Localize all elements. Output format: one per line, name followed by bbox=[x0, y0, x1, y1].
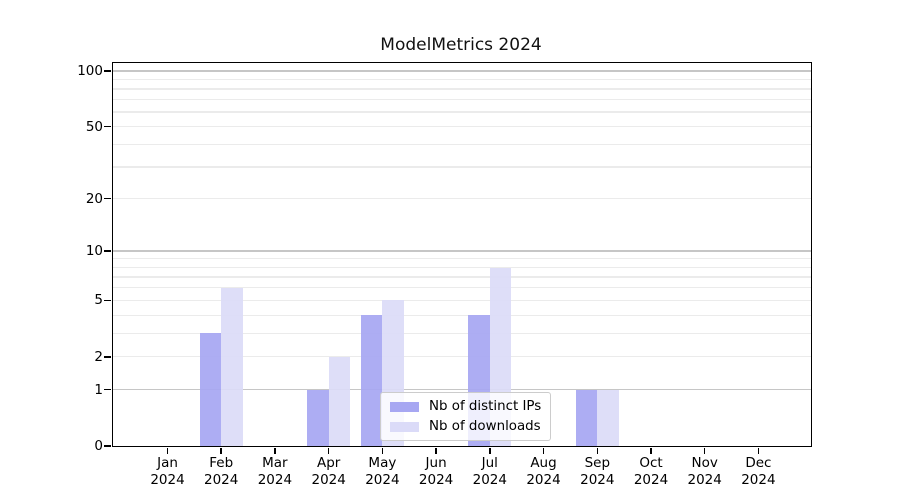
y-tick-label: 2 bbox=[94, 348, 103, 365]
y-tick-label: 100 bbox=[77, 63, 103, 79]
gridline-minor bbox=[113, 111, 811, 113]
y-tick bbox=[104, 125, 112, 128]
gridline-minor bbox=[113, 125, 811, 128]
x-tick-year: 2024 bbox=[633, 471, 669, 488]
legend-swatch-distinct-ips-icon bbox=[390, 401, 419, 412]
x-tick-year: 2024 bbox=[257, 471, 293, 488]
x-tick bbox=[435, 447, 437, 454]
bar-ips bbox=[307, 389, 329, 446]
x-tick-year: 2024 bbox=[526, 471, 561, 488]
x-tick-year: 2024 bbox=[311, 471, 346, 488]
x-tick-year: 2024 bbox=[365, 471, 400, 488]
gridline-minor bbox=[113, 266, 811, 269]
y-tick bbox=[104, 388, 112, 391]
y-tick bbox=[104, 355, 112, 358]
bar-downloads bbox=[221, 287, 243, 446]
x-tick bbox=[703, 447, 706, 454]
y-tick-label: 5 bbox=[94, 292, 103, 309]
gridline-minor bbox=[113, 143, 811, 145]
x-tick-year: 2024 bbox=[204, 471, 239, 488]
legend: Nb of distinct IPs Nb of downloads bbox=[380, 392, 552, 441]
legend-label: Nb of downloads bbox=[429, 419, 541, 434]
gridline-minor bbox=[113, 287, 811, 289]
gridline-minor bbox=[113, 166, 811, 168]
x-tick bbox=[489, 447, 491, 454]
x-tick bbox=[274, 447, 276, 454]
chart-title: ModelMetrics 2024 bbox=[380, 35, 542, 55]
x-tick-label: Apr 2024 bbox=[284, 455, 374, 488]
gridline-major bbox=[113, 70, 811, 72]
x-tick bbox=[166, 447, 169, 454]
x-tick-year: 2024 bbox=[580, 471, 615, 488]
gridline-major bbox=[113, 388, 811, 391]
x-tick bbox=[542, 447, 545, 454]
x-tick-year: 2024 bbox=[687, 471, 722, 488]
legend-item-downloads: Nb of downloads bbox=[390, 419, 541, 434]
y-tick-label: 50 bbox=[85, 118, 103, 135]
gridline-minor bbox=[113, 276, 811, 278]
y-tick bbox=[104, 197, 112, 200]
gridline-major bbox=[113, 250, 811, 252]
x-tick bbox=[650, 447, 652, 454]
gridline-minor bbox=[113, 314, 811, 316]
plot-area: 0 1 2 5 10 20 50 100 Jan 2024 Feb 2024 Mar 2024 Apr 202… bbox=[77, 62, 812, 488]
bar-downloads bbox=[328, 356, 351, 446]
legend-item-distinct-ips: Nb of distinct IPs bbox=[390, 399, 541, 414]
legend-label: Nb of distinct IPs bbox=[429, 399, 542, 414]
gridline-minor bbox=[113, 88, 811, 90]
bar-ips bbox=[575, 389, 598, 446]
x-tick-label: Mar 2024 bbox=[230, 455, 320, 488]
x-tick-label: Jan 2024 bbox=[123, 455, 213, 488]
x-tick-label: Jun 2024 bbox=[391, 455, 481, 488]
bar-ips bbox=[199, 333, 222, 446]
gridline-minor bbox=[113, 78, 811, 81]
x-tick-label: Aug 2024 bbox=[499, 455, 589, 488]
x-tick bbox=[220, 447, 222, 454]
gridline-minor bbox=[113, 258, 811, 260]
y-tick-label: 1 bbox=[94, 381, 103, 398]
x-tick-label: Oct 2024 bbox=[606, 455, 696, 488]
y-tick bbox=[104, 445, 112, 447]
x-tick-label: Feb 2024 bbox=[176, 455, 266, 488]
x-tick-year: 2024 bbox=[741, 471, 776, 488]
x-tick-year: 2024 bbox=[472, 471, 507, 488]
y-tick-label: 20 bbox=[85, 190, 103, 207]
y-tick-label: 0 bbox=[94, 438, 103, 454]
gridline-minor bbox=[113, 99, 811, 101]
gridline-minor bbox=[113, 356, 811, 358]
bar-ips bbox=[360, 315, 383, 446]
y-tick bbox=[104, 70, 112, 72]
x-tick-label: May 2024 bbox=[337, 455, 427, 488]
x-tick bbox=[381, 447, 384, 454]
x-tick bbox=[596, 447, 599, 454]
x-tick bbox=[757, 447, 760, 454]
x-tick-label: Jul 2024 bbox=[445, 455, 535, 488]
x-tick-label: Dec 2024 bbox=[713, 455, 803, 488]
x-tick-year: 2024 bbox=[150, 471, 185, 488]
gridline-minor bbox=[113, 332, 811, 334]
gridline-minor bbox=[113, 198, 811, 200]
legend-swatch-downloads-icon bbox=[390, 421, 419, 432]
x-tick-label: Nov 2024 bbox=[660, 455, 750, 488]
bar-downloads bbox=[597, 389, 619, 446]
x-tick bbox=[327, 447, 330, 454]
x-tick-year: 2024 bbox=[418, 471, 454, 488]
y-tick bbox=[104, 250, 112, 252]
y-tick bbox=[104, 299, 112, 302]
y-tick-label: 10 bbox=[85, 243, 103, 260]
gridline-minor bbox=[113, 299, 811, 301]
x-tick-label: Sep 2024 bbox=[552, 455, 642, 488]
